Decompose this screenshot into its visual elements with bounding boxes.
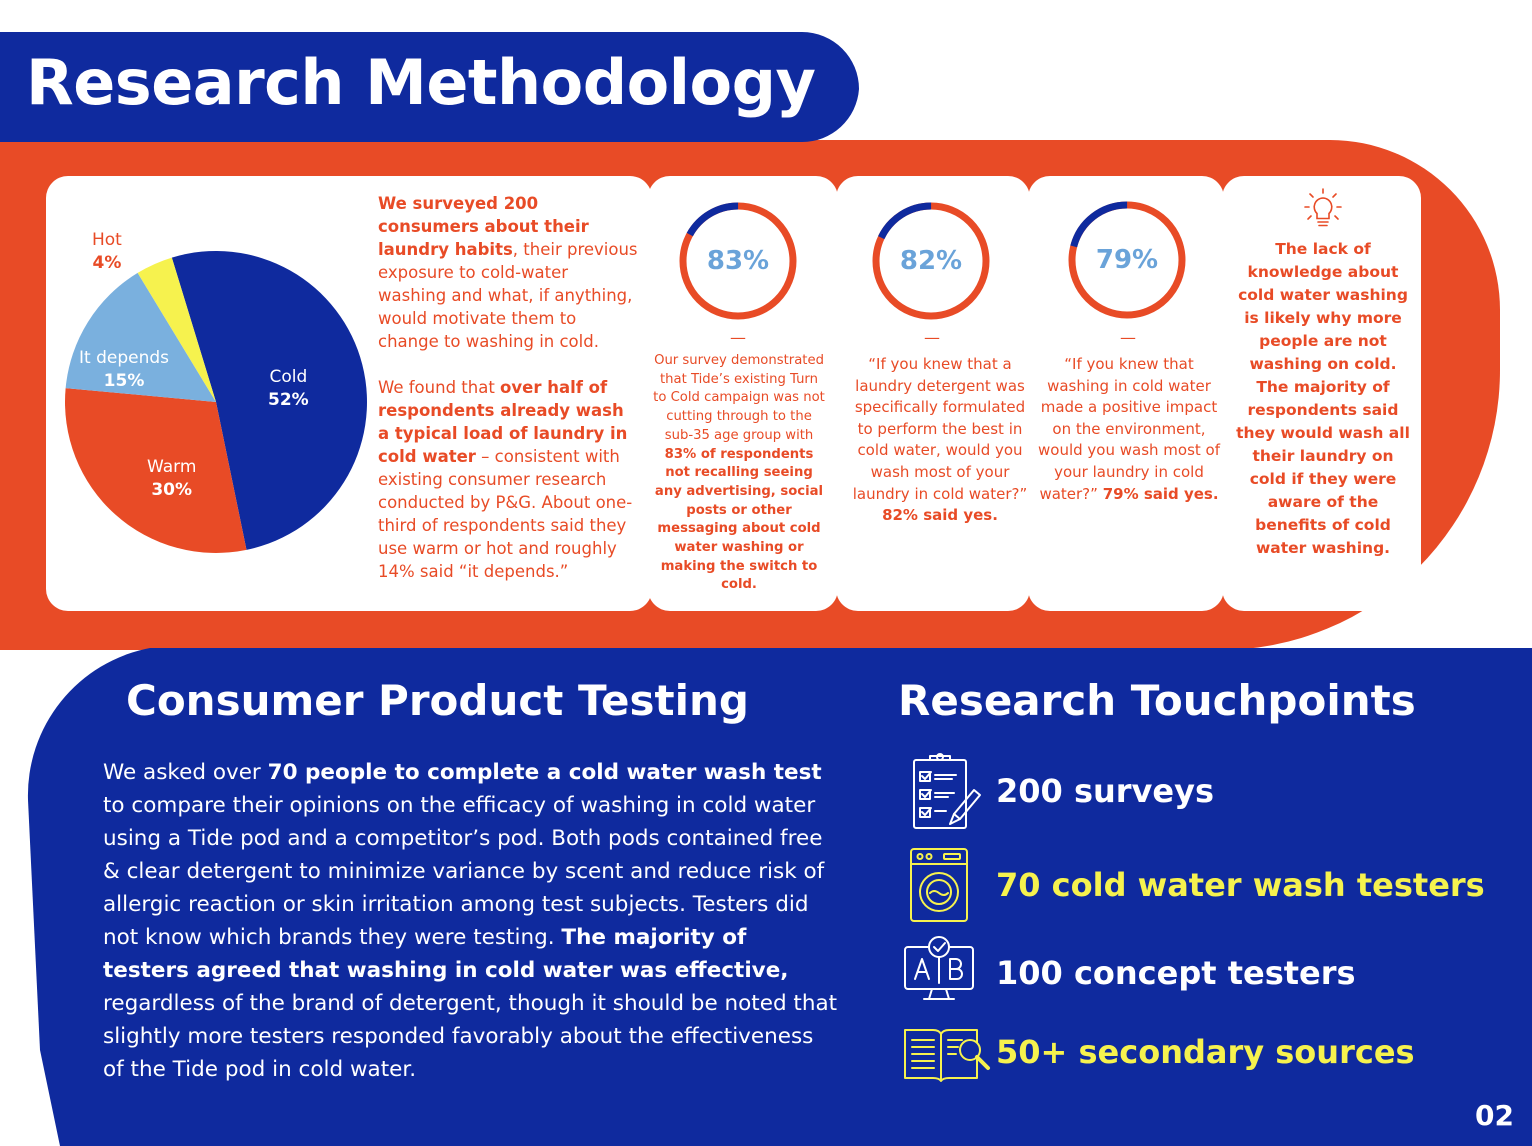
insight-text: The lack of knowledge about cold water w… <box>1236 240 1410 557</box>
insight-card <box>1222 176 1421 611</box>
cpt-text-2: to compare their opinions on the efficac… <box>103 793 825 950</box>
ring-chart-1: 83% <box>677 200 799 322</box>
pie-label-hot: Hot 4% <box>92 229 122 275</box>
ring-3-percent: 79% <box>1095 245 1159 275</box>
stat-card-3 <box>1028 176 1224 611</box>
stat-3-body: “If you knew that washing in cold water … <box>1038 355 1220 503</box>
touchpoint-surveys: 200 surveys <box>996 772 1215 810</box>
ring-chart-3: 79% <box>1066 199 1188 321</box>
stat-3-dash: — <box>1120 328 1136 347</box>
stat-1-text: Our survey demonstrated that Tide’s exis… <box>652 352 826 595</box>
pie-label-warm: Warm 30% <box>147 456 196 502</box>
ring-2-graphic <box>872 202 990 320</box>
ab-test-monitor-icon <box>904 936 974 1000</box>
pie-slice-cold <box>171 250 368 550</box>
stat-3-bold: 79% said yes. <box>1102 484 1219 503</box>
clipboard-checklist-icon <box>913 753 981 829</box>
survey-p1-bold: We surveyed 200 consumers about their la… <box>378 194 589 259</box>
survey-paragraph-2: We found that over half of respondents a… <box>378 376 640 583</box>
stat-card-1 <box>648 176 838 611</box>
pie-label-warm-value: 30% <box>151 480 193 500</box>
survey-p2-rest: – consistent with existing consumer rese… <box>378 447 633 581</box>
stat-3-text: “If you knew that washing in cold water … <box>1037 354 1221 505</box>
survey-p2-bold: over half of respondents already wash a … <box>378 378 628 466</box>
stat-2-dash: — <box>924 328 940 347</box>
cpt-text-3: regardless of the brand of detergent, th… <box>103 991 838 1082</box>
touchpoint-wash-testers: 70 cold water wash testers <box>996 866 1485 904</box>
navy-bottom-panel <box>27 648 1532 1146</box>
pie-label-it-depends: It depends 15% <box>79 347 169 393</box>
ring-3-graphic <box>1068 201 1186 319</box>
page-number: 02 <box>1475 1099 1514 1132</box>
pie-slice-warm <box>65 388 247 553</box>
ring-chart-2: 82% <box>870 200 992 322</box>
stat-1-bold: 83% of respondents not recalling seeing … <box>654 446 824 593</box>
cpt-text-1: We asked over <box>103 760 268 785</box>
pie-label-hot-value: 4% <box>92 253 122 273</box>
stat-2-text: “If you knew that a laundry detergent wa… <box>852 354 1028 527</box>
pie-label-hot-name: Hot <box>92 230 122 250</box>
cpt-bold-2: The majority of testers agreed that wash… <box>103 925 789 983</box>
pie-label-warm-name: Warm <box>147 457 197 477</box>
lightbulb-icon <box>1304 188 1342 227</box>
title-bar <box>0 32 859 143</box>
page-title: Research Methodology <box>26 46 816 119</box>
survey-p2-start: We found that <box>378 378 501 397</box>
ring-1-graphic <box>679 202 797 320</box>
stat-1-dash: — <box>730 328 746 347</box>
touchpoint-concept-testers: 100 concept testers <box>996 954 1356 992</box>
pie-label-cold: Cold 52% <box>268 366 309 412</box>
stat-1-body: Our survey demonstrated that Tide’s exis… <box>653 353 825 443</box>
consumer-testing-body: We asked over 70 people to complete a co… <box>103 756 838 1086</box>
stat-2-body: “If you knew that a laundry detergent wa… <box>852 355 1028 503</box>
pie-label-it-depends-value: 15% <box>103 371 145 391</box>
stat-2-bold: 82% said yes. <box>882 506 998 525</box>
ring-2-percent: 82% <box>899 246 963 276</box>
pie-label-cold-name: Cold <box>269 367 308 387</box>
survey-description: We surveyed 200 consumers about their la… <box>378 192 640 583</box>
ring-1-arc <box>679 202 797 320</box>
pie-label-cold-value: 52% <box>268 390 309 410</box>
pie-label-it-depends-name: It depends <box>79 348 170 368</box>
cpt-bold-1: 70 people to complete a cold water wash … <box>267 760 822 785</box>
pie-slice-hot <box>137 257 216 402</box>
touchpoints-heading: Research Touchpoints <box>898 676 1416 725</box>
stat-card-2 <box>836 176 1030 611</box>
ring-1-percent: 83% <box>706 246 770 276</box>
survey-p1-rest: , their previous exposure to cold-water … <box>378 240 638 351</box>
book-magnifier-icon <box>904 1029 990 1082</box>
survey-paragraph-1: We surveyed 200 consumers about their la… <box>378 192 640 353</box>
pie-slice-it-depends <box>65 272 216 402</box>
washing-machine-icon <box>910 848 968 922</box>
consumer-testing-heading: Consumer Product Testing <box>126 676 749 725</box>
touchpoint-secondary-sources: 50+ secondary sources <box>996 1033 1415 1071</box>
